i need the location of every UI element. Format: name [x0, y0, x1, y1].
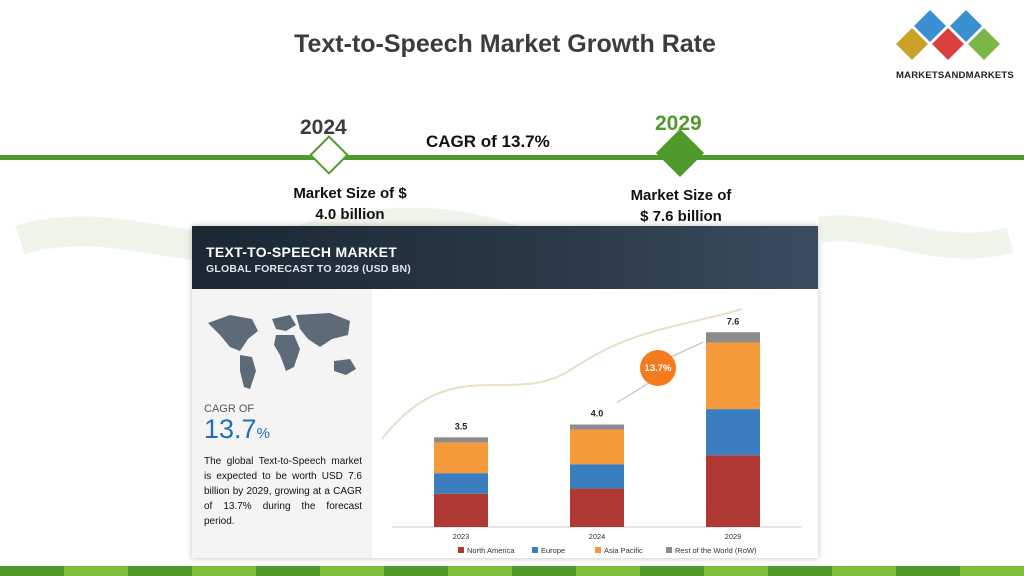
legend-swatch-1 — [532, 547, 538, 553]
cagr-number: 13.7 — [204, 414, 257, 444]
logo-text: MARKETSANDMARKETS — [896, 70, 1014, 81]
market-infographic: TEXT-TO-SPEECH MARKET GLOBAL FORECAST TO… — [192, 226, 818, 558]
page-title: Text-to-Speech Market Growth Rate — [294, 30, 716, 58]
x-tick-2029: 2029 — [725, 532, 742, 541]
legend-swatch-2 — [595, 547, 601, 553]
end-year: 2029 — [655, 112, 702, 135]
start-market-line1: Market Size of $ — [293, 185, 407, 202]
total-label-2029: 7.6 — [727, 316, 740, 326]
bar-2029-0 — [706, 455, 760, 527]
cagr-badge-text: 13.7% — [645, 363, 672, 374]
cagr-value: 13.7% — [204, 414, 270, 445]
infographic-description: The global Text-to-Speech market is expe… — [204, 456, 362, 527]
growth-curve — [381, 308, 743, 440]
total-label-2023: 3.5 — [455, 421, 468, 431]
infographic-header: TEXT-TO-SPEECH MARKET GLOBAL FORECAST TO… — [192, 226, 818, 289]
stacked-bar-chart: 3.5 2023 4.0 2024 7.6 2029 13.7% North America E… — [381, 308, 802, 555]
bar-2023-0 — [434, 493, 488, 527]
timeline-start-marker — [309, 135, 349, 175]
infographic-subtitle: GLOBAL FORECAST TO 2029 (USD BN) — [206, 263, 411, 275]
legend-swatch-0 — [458, 547, 464, 553]
cagr-unit: % — [256, 425, 270, 442]
cagr-badge — [640, 350, 676, 386]
cagr-text: CAGR of 13.7% — [426, 132, 550, 151]
bar-2029-3 — [706, 332, 760, 343]
legend-label-1: Europe — [541, 546, 565, 555]
bar-2029-2 — [706, 342, 760, 410]
x-tick-2024: 2024 — [589, 532, 606, 541]
end-market-size: Market Size of $ 7.6 billion — [601, 185, 761, 227]
infographic-title: TEXT-TO-SPEECH MARKET — [206, 244, 398, 260]
start-market-size: Market Size of $ 4.0 billion — [270, 183, 430, 225]
legend-label-3: Rest of the World (RoW) — [675, 546, 757, 555]
world-map-icon — [208, 313, 356, 389]
footer-stripe — [0, 566, 1024, 576]
start-year: 2024 — [300, 116, 347, 139]
start-market-line2: 4.0 billion — [315, 206, 385, 223]
cagr-label: CAGR OF — [204, 403, 255, 415]
bar-2023-3 — [434, 437, 488, 443]
legend-label-2: Asia Pacific — [604, 546, 643, 555]
infographic-left-panel: CAGR OF 13.7% The global Text-to-Speech … — [192, 289, 372, 558]
bar-2023-1 — [434, 473, 488, 494]
end-market-line2: $ 7.6 billion — [640, 208, 722, 225]
x-tick-2023: 2023 — [453, 532, 470, 541]
bar-2024-1 — [570, 464, 624, 489]
timeline-end-marker — [655, 128, 705, 178]
bar-2024-2 — [570, 429, 624, 465]
legend-swatch-3 — [666, 547, 672, 553]
legend-label-0: North America — [467, 546, 515, 555]
end-market-line1: Market Size of — [630, 187, 732, 204]
bar-2024-0 — [570, 488, 624, 527]
marketsandmarkets-logo — [896, 10, 1000, 60]
timeline-line — [0, 155, 1024, 160]
total-label-2024: 4.0 — [591, 409, 604, 419]
bar-2023-2 — [434, 442, 488, 474]
bar-2024-3 — [570, 424, 624, 430]
bar-2029-1 — [706, 409, 760, 456]
